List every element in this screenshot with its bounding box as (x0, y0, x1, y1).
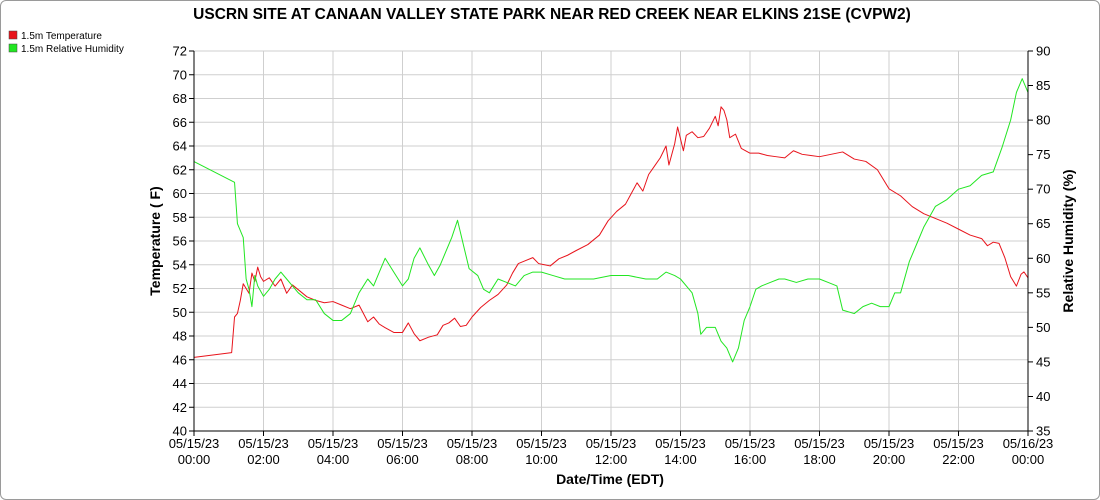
legend: 1.5m Temperature 1.5m Relative Humidity (8, 30, 124, 55)
x-tick-label-time: 02:00 (247, 452, 280, 467)
x-tick-label-time: 20:00 (873, 452, 906, 467)
y-tick-label-right: 85 (1036, 78, 1050, 93)
y-tick-label-right: 75 (1036, 147, 1050, 162)
grid (193, 50, 1029, 432)
y-tick-label-left: 52 (173, 281, 187, 296)
x-tick-label-date: 05/15/23 (377, 436, 428, 451)
axes: 05/15/2300:0005/15/2302:0005/15/2304:000… (169, 44, 1054, 468)
y-tick-label-left: 48 (173, 329, 187, 344)
y-tick-label-left: 58 (173, 210, 187, 225)
x-tick-label-date: 05/15/23 (308, 436, 359, 451)
y-tick-label-right: 80 (1036, 113, 1050, 128)
y-tick-label-left: 62 (173, 162, 187, 177)
humidity-line (193, 78, 1029, 363)
x-tick-label-date: 05/15/23 (794, 436, 845, 451)
x-tick-label-time: 16:00 (734, 452, 767, 467)
y-tick-label-left: 54 (173, 257, 187, 272)
y-tick-label-right: 70 (1036, 182, 1050, 197)
legend-label-temperature: 1.5m Temperature (21, 31, 102, 42)
x-tick-label-date: 05/15/23 (933, 436, 984, 451)
y-tick-label-right: 90 (1036, 44, 1050, 59)
x-tick-label-time: 10:00 (525, 452, 558, 467)
y-tick-label-right: 45 (1036, 354, 1050, 369)
x-tick-label-time: 08:00 (456, 452, 489, 467)
x-tick-label-time: 00:00 (1012, 452, 1045, 467)
x-tick-label-date: 05/15/23 (586, 436, 637, 451)
y-tick-label-left: 40 (173, 424, 187, 439)
x-tick-label-time: 12:00 (595, 452, 628, 467)
x-tick-label-date: 05/15/23 (864, 436, 915, 451)
y-tick-label-left: 68 (173, 91, 187, 106)
x-tick-label-date: 05/15/23 (655, 436, 706, 451)
y-tick-label-left: 56 (173, 234, 187, 249)
y-tick-label-left: 50 (173, 305, 187, 320)
x-tick-label-date: 05/15/23 (516, 436, 567, 451)
x-tick-label-date: 05/16/23 (1003, 436, 1054, 451)
x-tick-label-time: 14:00 (664, 452, 697, 467)
chart-title: USCRN SITE AT CANAAN VALLEY STATE PARK N… (193, 6, 911, 23)
y-tick-label-left: 72 (173, 44, 187, 59)
y-tick-label-right: 65 (1036, 216, 1050, 231)
y-tick-label-right: 55 (1036, 285, 1050, 300)
temperature-line (193, 106, 1029, 358)
legend-swatch-humidity (8, 43, 18, 53)
x-tick-label-date: 05/15/23 (725, 436, 776, 451)
y-tick-label-right: 60 (1036, 251, 1050, 266)
y-tick-label-right: 50 (1036, 320, 1050, 335)
x-tick-label-time: 18:00 (803, 452, 836, 467)
x-tick-label-time: 22:00 (942, 452, 975, 467)
x-tick-label-time: 00:00 (178, 452, 211, 467)
y-tick-label-left: 46 (173, 352, 187, 367)
x-tick-label-date: 05/15/23 (169, 436, 220, 451)
y-axis-title-right: Relative Humidity (%) (1060, 169, 1076, 312)
y-tick-label-right: 35 (1036, 424, 1050, 439)
x-tick-label-time: 06:00 (386, 452, 419, 467)
legend-swatch-temperature (8, 30, 18, 40)
y-tick-label-right: 40 (1036, 389, 1050, 404)
y-tick-label-left: 42 (173, 400, 187, 415)
x-tick-label-date: 05/15/23 (447, 436, 498, 451)
y-axis-title-left: Temperature ( F) (147, 186, 163, 295)
x-tick-label-time: 04:00 (317, 452, 350, 467)
legend-label-humidity: 1.5m Relative Humidity (21, 44, 124, 55)
x-axis-title: Date/Time (EDT) (556, 471, 664, 487)
series-layer (193, 78, 1029, 363)
y-tick-label-left: 66 (173, 115, 187, 130)
y-tick-label-left: 70 (173, 67, 187, 82)
y-tick-label-left: 60 (173, 186, 187, 201)
y-tick-label-left: 64 (173, 139, 187, 154)
y-tick-label-left: 44 (173, 376, 187, 391)
x-tick-label-date: 05/15/23 (238, 436, 289, 451)
